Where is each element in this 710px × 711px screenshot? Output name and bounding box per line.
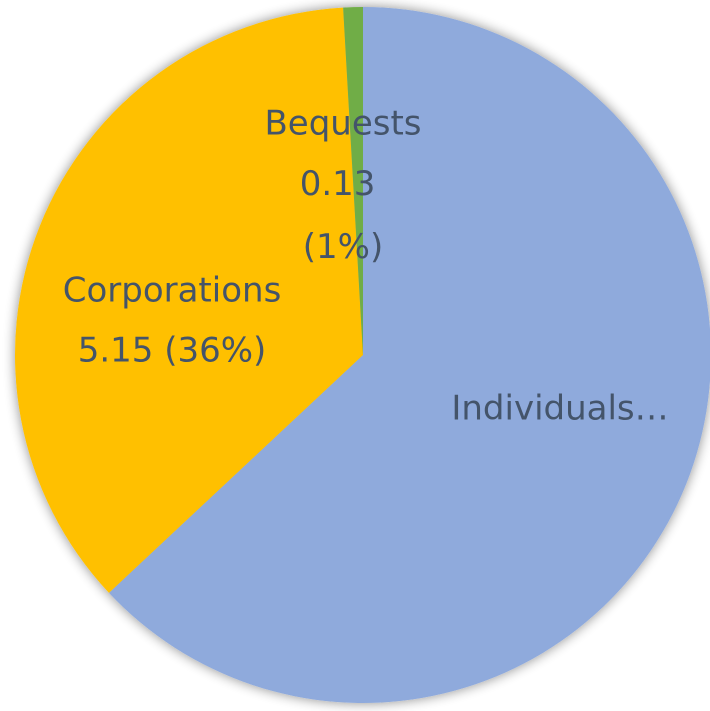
value-label: 0.13 (1%) — [300, 164, 387, 267]
slice-label: Individuals… — [451, 389, 668, 429]
slice-label: Bequests — [264, 104, 421, 144]
pie-slice — [343, 7, 363, 355]
slice-label: Corporations — [63, 271, 282, 311]
labels: Individuals… Corporations 5.15 (36%) Beques… — [63, 104, 669, 429]
pie-slice — [15, 7, 363, 593]
pie — [15, 7, 710, 703]
pie-slice — [108, 7, 710, 703]
value-label: 5.15 (36%) — [78, 331, 267, 371]
